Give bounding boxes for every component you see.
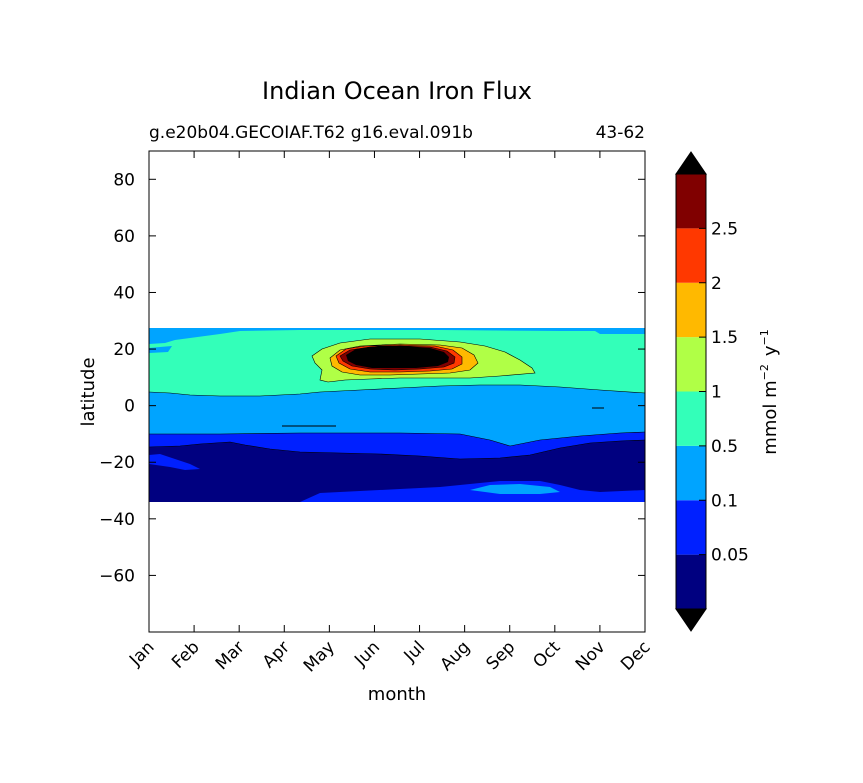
colorbar: 0.05 0.1 0.5 1 1.5 2 2.5 <box>675 151 749 632</box>
colorbar-label-unit: mmol m <box>760 380 781 454</box>
y-ticks: 80 60 40 20 0 −20 −40 −60 <box>99 170 645 586</box>
x-tick-label: Jun <box>350 637 384 671</box>
contour-band-0.05-0.1-west <box>149 454 200 470</box>
x-tick-label: Sep <box>482 637 519 674</box>
x-tick-label: Jul <box>400 637 429 666</box>
contour-line-0.1 <box>149 431 645 447</box>
chart-subtitle-left: g.e20b04.GECOIAF.T62 g16.eval.091b <box>149 123 473 143</box>
x-tick-label: May <box>300 637 339 676</box>
y-tick-label: 60 <box>113 227 135 247</box>
contour-band-0.05-0.1-south <box>300 481 645 502</box>
colorbar-tick-label: 1 <box>711 383 722 403</box>
y-tick-label: −40 <box>99 510 135 530</box>
x-tick-label: Mar <box>212 637 249 674</box>
y-tick-label: 40 <box>113 283 135 303</box>
colorbar-tick-label: 0.1 <box>711 491 738 511</box>
x-tick-label: Oct <box>529 637 564 672</box>
x-tick-label: Nov <box>572 637 610 675</box>
chart-subtitle-right: 43-62 <box>596 123 645 143</box>
contour-band-0.1-0.5-strip <box>590 328 645 334</box>
x-tick-label: Jan <box>125 637 158 670</box>
colorbar-segment <box>676 500 706 555</box>
colorbar-label: mmol m−2 y−1 <box>758 329 781 454</box>
colorbar-segment <box>676 554 706 609</box>
x-tick-label: Feb <box>168 637 203 672</box>
x-tick-label: Dec <box>617 637 654 674</box>
contour-band-0.1-0.5-south <box>470 484 560 494</box>
colorbar-tick-label: 0.05 <box>711 546 749 566</box>
colorbar-tick-label: 2 <box>711 274 722 294</box>
x-tick-label: Apr <box>259 637 294 672</box>
contour-band-over-3 <box>346 346 449 368</box>
y-tick-label: 0 <box>124 397 135 417</box>
colorbar-segment <box>676 282 706 338</box>
y-tick-label: −20 <box>99 453 135 473</box>
y-axis-label: latitude <box>78 357 99 426</box>
colorbar-tick-label: 1.5 <box>711 328 738 348</box>
x-axis-label: month <box>368 684 426 705</box>
contour-band-0.1-0.5-patch <box>149 328 230 338</box>
colorbar-label-exp2: −1 <box>758 329 771 345</box>
colorbar-extend-under <box>675 608 707 632</box>
colorbar-segment <box>676 391 706 446</box>
y-tick-label: 80 <box>113 170 135 190</box>
plot-area <box>149 151 645 632</box>
colorbar-tick-label: 2.5 <box>711 219 738 239</box>
colorbar-label-year: y <box>760 345 781 356</box>
y-tick-label: −60 <box>99 566 135 586</box>
colorbar-segment <box>676 337 706 392</box>
colorbar-segment <box>676 174 706 229</box>
x-tick-label: Aug <box>437 637 475 675</box>
contour-band-0.1-0.5-notch <box>149 346 172 353</box>
y-tick-label: 20 <box>113 340 135 360</box>
contour-line-0.5 <box>149 384 645 397</box>
colorbar-extend-over <box>675 151 707 175</box>
contour-line-0.05 <box>149 439 645 460</box>
colorbar-label-exp1: −2 <box>758 364 771 380</box>
axes-frame <box>148 150 646 633</box>
colorbar-segment <box>676 228 706 283</box>
colorbar-segment <box>676 445 706 501</box>
colorbar-tick-label: 0.5 <box>711 437 738 457</box>
chart-title: Indian Ocean Iron Flux <box>262 77 532 105</box>
